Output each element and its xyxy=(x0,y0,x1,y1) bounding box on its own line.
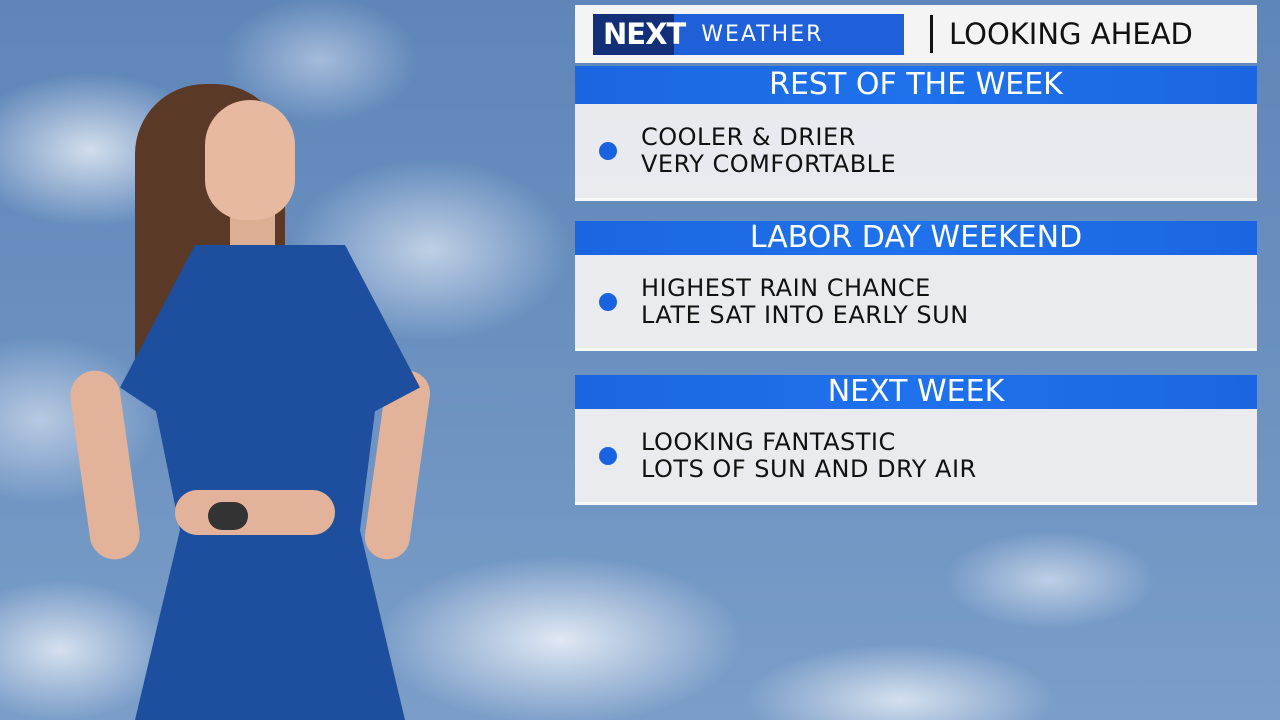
bullet-line: VERY COMFORTABLE xyxy=(641,150,897,178)
bullet-icon xyxy=(599,446,617,465)
graphic-header: NEXT WEATHER LOOKING AHEAD xyxy=(575,5,1257,63)
bullet-line: LATE SAT INTO EARLY SUN xyxy=(641,300,969,329)
bullet-line: COOLER & DRIER xyxy=(641,123,856,151)
presenter xyxy=(67,80,434,720)
section-body: HIGHEST RAIN CHANCE LATE SAT INTO EARLY S… xyxy=(575,255,1257,351)
bullet-line: LOOKING FANTASTIC xyxy=(641,427,896,456)
section-body: LOOKING FANTASTIC LOTS OF SUN AND DRY AIR xyxy=(575,409,1257,505)
presenter-hands xyxy=(175,490,335,535)
section-body: COOLER & DRIER VERY COMFORTABLE xyxy=(575,104,1257,201)
section-heading: NEXT WEEK xyxy=(575,375,1257,409)
section-heading: LABOR DAY WEEKEND xyxy=(575,221,1257,255)
next-weather-logo: NEXT WEATHER xyxy=(593,13,904,55)
bullet-icon xyxy=(599,292,617,311)
clicker-remote xyxy=(208,502,248,530)
divider xyxy=(930,15,933,53)
graphic-title: LOOKING AHEAD xyxy=(949,17,1193,51)
logo-weather: WEATHER xyxy=(701,21,824,47)
section-heading: REST OF THE WEEK xyxy=(575,66,1257,104)
bullet-line: HIGHEST RAIN CHANCE xyxy=(641,273,931,302)
presenter-arm-left xyxy=(67,367,143,563)
logo-next: NEXT xyxy=(603,17,686,51)
presenter-face xyxy=(205,100,295,220)
bullet-line: LOTS OF SUN AND DRY AIR xyxy=(641,454,977,483)
bullet-icon xyxy=(599,142,617,160)
